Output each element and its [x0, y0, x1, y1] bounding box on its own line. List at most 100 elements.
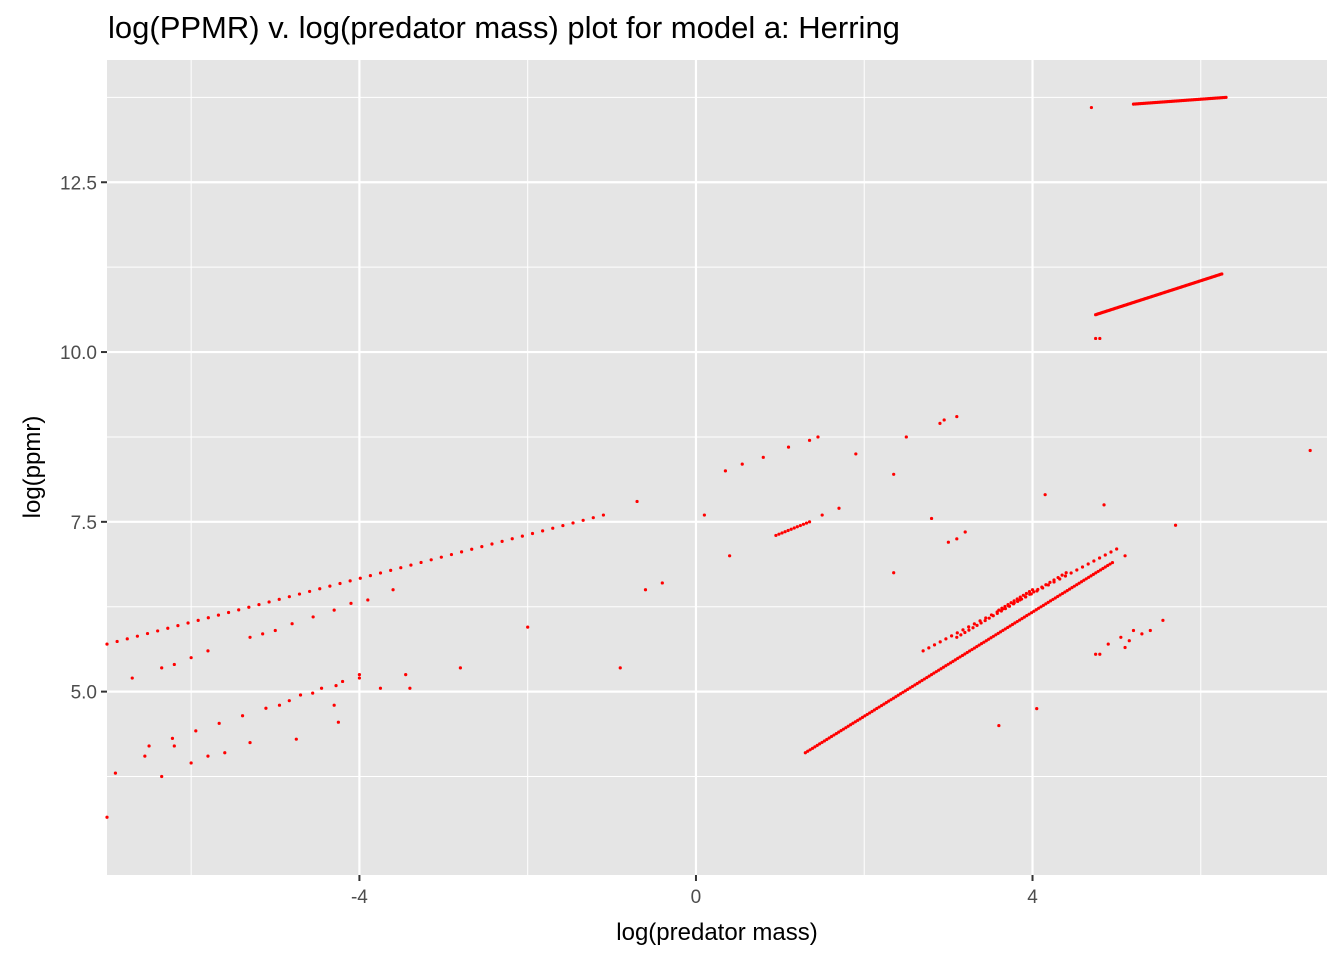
data-point [1098, 652, 1102, 656]
data-point [927, 674, 931, 678]
data-point [172, 744, 176, 748]
data-point [1051, 597, 1055, 602]
data-point [186, 621, 190, 625]
data-point [520, 534, 524, 538]
data-point [801, 522, 806, 526]
data-point [294, 737, 298, 741]
data-point [378, 686, 383, 690]
data-point [975, 645, 979, 649]
data-point [1131, 628, 1136, 633]
data-point [1065, 588, 1069, 593]
data-point [1063, 590, 1067, 594]
data-point [959, 633, 963, 637]
data-point [1008, 624, 1012, 628]
data-point [541, 529, 545, 533]
data-point [1035, 707, 1039, 711]
data-point [808, 748, 812, 752]
axes: -4 0 4 5.0 7.5 10.0 12.5 [60, 173, 1038, 908]
data-point [189, 761, 193, 765]
data-point [172, 662, 176, 667]
data-point [194, 729, 198, 733]
data-point [160, 774, 164, 779]
data-point [1103, 553, 1107, 557]
data-point [958, 655, 962, 659]
data-point [1084, 577, 1088, 581]
data-point [366, 598, 370, 602]
data-point [1015, 597, 1019, 601]
data-point [1034, 608, 1038, 612]
data-point [1012, 599, 1016, 603]
data-point [297, 592, 302, 596]
data-point [357, 676, 362, 680]
data-point [955, 631, 959, 635]
data-point [1027, 590, 1032, 594]
data-point [920, 678, 924, 683]
data-point [910, 684, 915, 689]
data-point [968, 649, 972, 653]
data-point [206, 649, 210, 653]
grid-major [107, 60, 1327, 875]
data-point [217, 721, 221, 725]
data-point [551, 526, 555, 530]
data-point [601, 513, 606, 517]
y-tick-label: 7.5 [71, 513, 97, 534]
data-point [1056, 594, 1060, 599]
data-point [1040, 585, 1044, 589]
data-point [105, 815, 109, 819]
data-point [904, 435, 908, 439]
data-point [189, 656, 193, 660]
data-point [206, 616, 210, 620]
data-point [851, 721, 855, 725]
data-point [1106, 563, 1110, 568]
data-point [328, 584, 332, 588]
data-point [955, 414, 959, 419]
data-point [1067, 587, 1072, 591]
data-point [839, 729, 843, 733]
data-point [1058, 593, 1062, 597]
data-point [803, 751, 807, 755]
data-point [877, 705, 881, 709]
data-point [1087, 575, 1091, 579]
data-point [1027, 612, 1031, 616]
data-point [961, 628, 965, 632]
data-point [1070, 586, 1074, 590]
data-point [938, 640, 942, 644]
data-point [932, 671, 936, 675]
data-point [875, 706, 879, 711]
data-point [1094, 652, 1098, 656]
data-point [1115, 547, 1119, 551]
data-point [955, 537, 959, 541]
data-point [459, 550, 464, 554]
data-point [143, 754, 147, 758]
data-point [728, 554, 732, 558]
data-point [1075, 568, 1079, 572]
data-point [1092, 559, 1096, 563]
data-point [996, 631, 1000, 635]
data-point [1098, 568, 1103, 572]
data-point [860, 715, 865, 719]
y-tick-label: 12.5 [60, 173, 97, 194]
data-point [989, 636, 993, 640]
data-point [975, 623, 979, 627]
data-point [879, 703, 884, 708]
data-point [841, 727, 846, 731]
data-point [338, 581, 342, 586]
data-point [490, 542, 494, 546]
data-point [561, 523, 565, 528]
data-point [872, 708, 876, 712]
data-point [247, 605, 251, 609]
data-point [125, 637, 129, 641]
data-point [908, 686, 912, 690]
data-point [1025, 614, 1029, 618]
data-point [1094, 571, 1098, 575]
data-point [298, 693, 303, 697]
data-point [1123, 645, 1127, 650]
data-point [1161, 618, 1165, 622]
data-point [1220, 272, 1224, 276]
data-point [1003, 604, 1007, 609]
data-point [846, 724, 850, 728]
data-point [591, 516, 595, 520]
data-point [290, 622, 294, 626]
data-point [944, 637, 948, 641]
data-point [816, 435, 820, 439]
